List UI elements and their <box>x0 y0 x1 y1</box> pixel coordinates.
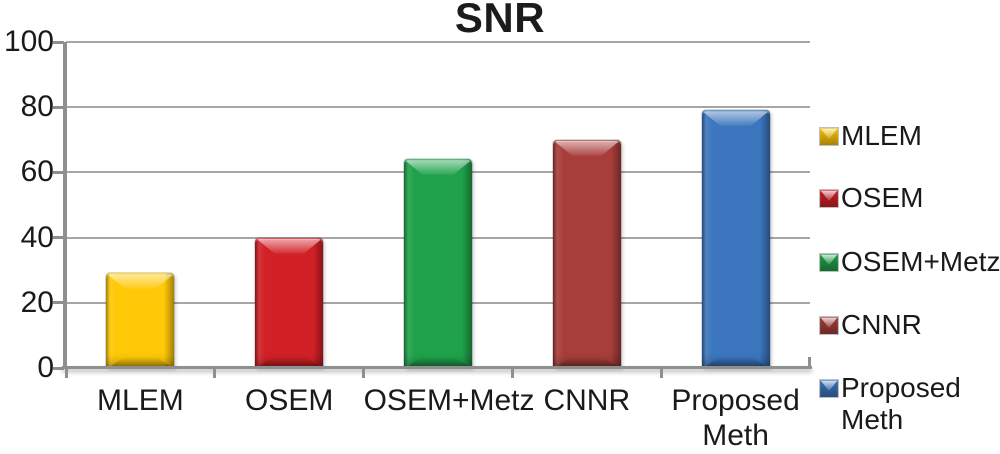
y-axis-label-80: 80 <box>20 90 54 124</box>
legend-label-osem-metz: OSEM+Metz <box>841 246 1000 277</box>
legend-entry-cnnr: CNNR <box>820 309 922 341</box>
x-axis-label-cnnr: CNNR <box>543 384 631 417</box>
legend-label-mlem: MLEM <box>841 120 922 151</box>
y-axis-tick-100 <box>53 40 64 44</box>
chart-title: SNR <box>454 0 546 41</box>
legend-swatch-mlem <box>820 128 838 145</box>
y-axis-tick-60 <box>53 170 64 174</box>
x-axis-end-tick <box>808 357 811 367</box>
legend: MLEM OSEM OSEM+Metz CNNR Proposed Meth <box>820 0 1000 454</box>
x-axis-label-osem-metz: OSEM+Metz <box>363 384 535 417</box>
bar-cnnr <box>552 139 621 368</box>
bar-osem-metz <box>404 159 472 368</box>
legend-entry-mlem: MLEM <box>820 120 922 152</box>
legend-swatch-osem <box>820 190 838 207</box>
x-axis-line <box>62 366 812 369</box>
legend-swatch-proposed-meth <box>820 380 838 397</box>
y-axis-tick-0 <box>53 366 64 370</box>
legend-entry-osem-metz: OSEM+Metz <box>820 246 1000 278</box>
x-axis-label-proposed-meth: Proposed Meth <box>671 384 800 452</box>
x-axis-tick-3 <box>510 369 514 378</box>
y-axis-label-0: 0 <box>37 351 54 384</box>
x-axis-label-osem: OSEM <box>245 384 334 417</box>
legend-label-osem: OSEM <box>841 182 924 213</box>
y-axis-label-20: 20 <box>20 285 54 319</box>
legend-swatch-osem-metz <box>820 254 838 271</box>
legend-label-cnnr: CNNR <box>841 309 922 340</box>
y-axis-tick-20 <box>53 301 64 305</box>
legend-entry-proposed-meth: Proposed Meth <box>820 372 971 436</box>
y-axis-tick-80 <box>53 105 64 109</box>
legend-entry-osem: OSEM <box>820 182 923 214</box>
bar-osem <box>255 237 324 368</box>
y-axis-label-100: 100 <box>3 25 54 58</box>
gridline-100 <box>66 41 810 43</box>
bar-proposed-meth <box>701 110 770 368</box>
y-axis-tick-40 <box>53 236 64 240</box>
y-axis-line <box>63 42 67 368</box>
x-axis-tick-4 <box>659 369 663 378</box>
legend-label-proposed-meth: Proposed Meth <box>841 372 961 435</box>
y-axis-label-40: 40 <box>20 220 54 254</box>
bar-mlem <box>106 273 175 368</box>
gridline-80 <box>66 106 810 109</box>
legend-swatch-cnnr <box>820 317 838 334</box>
y-axis-label-60: 60 <box>20 155 54 189</box>
x-axis-tick-2 <box>362 369 366 378</box>
x-axis-label-mlem: MLEM <box>97 384 184 417</box>
x-axis-tick-1 <box>213 369 217 378</box>
x-axis-tick-0 <box>64 369 68 378</box>
